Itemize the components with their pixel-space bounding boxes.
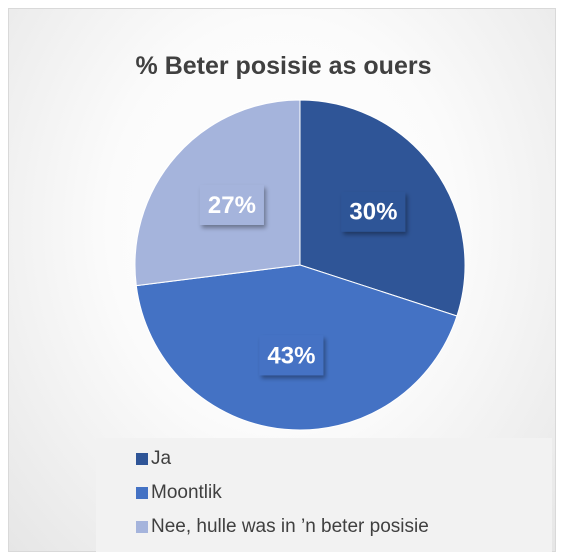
legend-swatch-ja bbox=[136, 453, 148, 465]
legend-label-nee: Nee, hulle was in ’n beter posisie bbox=[151, 516, 429, 537]
legend-item-nee: Nee, hulle was in ’n beter posisie bbox=[136, 512, 429, 542]
data-label-text-moontlik: 43% bbox=[267, 342, 315, 369]
chart-title: % Beter posisie as ouers bbox=[135, 52, 432, 80]
legend-swatch-moontlik bbox=[136, 487, 148, 499]
legend: Ja Moontlik Nee, hulle was in ’n beter p… bbox=[96, 438, 552, 552]
data-label-ja: 30% bbox=[341, 191, 406, 232]
data-label-box-moontlik bbox=[259, 335, 324, 376]
legend-label-ja: Ja bbox=[151, 448, 172, 469]
data-label-nee: 27% bbox=[199, 184, 264, 225]
data-label-box-ja bbox=[341, 191, 406, 232]
legend-label-moontlik: Moontlik bbox=[151, 482, 222, 503]
data-label-text-nee: 27% bbox=[208, 192, 256, 219]
legend-item-ja: Ja bbox=[136, 444, 171, 474]
legend-item-moontlik: Moontlik bbox=[136, 478, 222, 508]
data-label-text-ja: 30% bbox=[349, 199, 397, 226]
data-label-moontlik: 43% bbox=[259, 335, 324, 376]
legend-swatch-nee bbox=[136, 521, 148, 533]
data-label-box-nee bbox=[199, 184, 264, 225]
